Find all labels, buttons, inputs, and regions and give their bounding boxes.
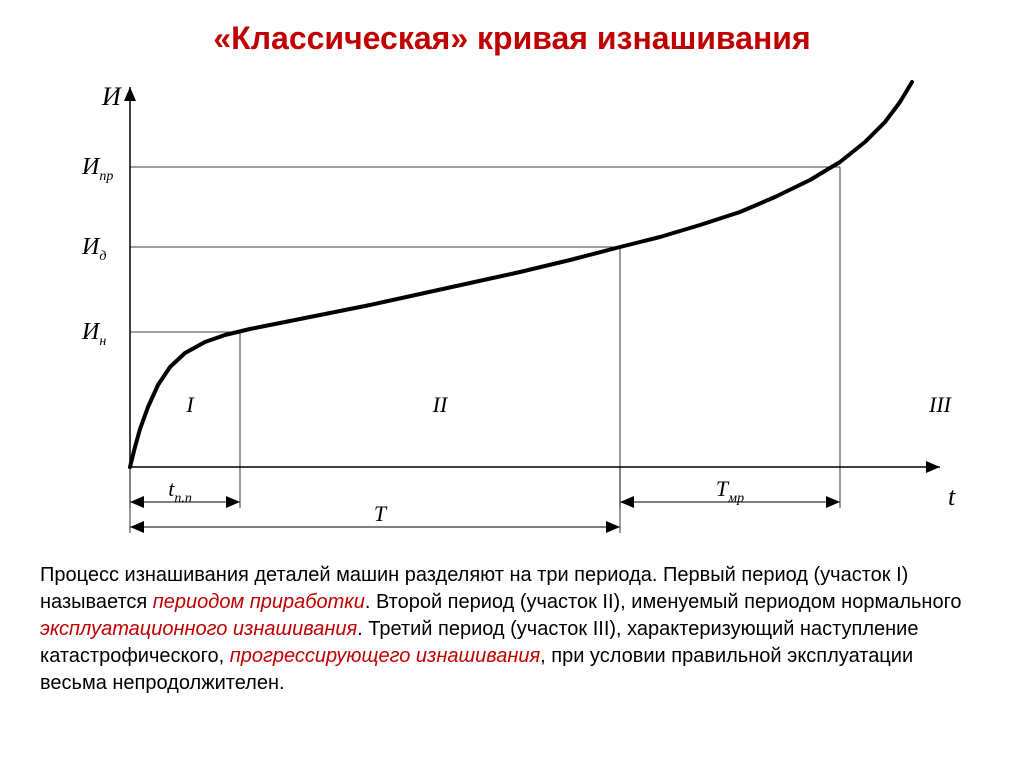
page-title: «Классическая» кривая изнашивания (40, 20, 984, 57)
wear-curve-chart: ИtИнИдИпрIIIIIItп.пTTмр (40, 67, 980, 537)
svg-text:И: И (101, 82, 122, 111)
svg-text:III: III (928, 392, 953, 417)
svg-text:I: I (185, 392, 195, 417)
svg-text:t: t (948, 482, 956, 511)
svg-text:T: T (374, 501, 388, 526)
svg-text:Ипр: Ипр (81, 154, 113, 184)
svg-text:II: II (432, 392, 449, 417)
desc-highlight: прогрессирующего изнашивания (230, 645, 540, 667)
description-text: Процесс изнашивания деталей машин раздел… (40, 562, 984, 697)
desc-highlight: периодом приработки (153, 591, 365, 613)
desc-highlight: эксплуатационного изнашивания (40, 618, 357, 640)
svg-text:Ин: Ин (81, 319, 106, 349)
svg-text:Ид: Ид (81, 234, 106, 264)
desc-text: . Второй период (участок II), именуемый … (365, 591, 962, 613)
